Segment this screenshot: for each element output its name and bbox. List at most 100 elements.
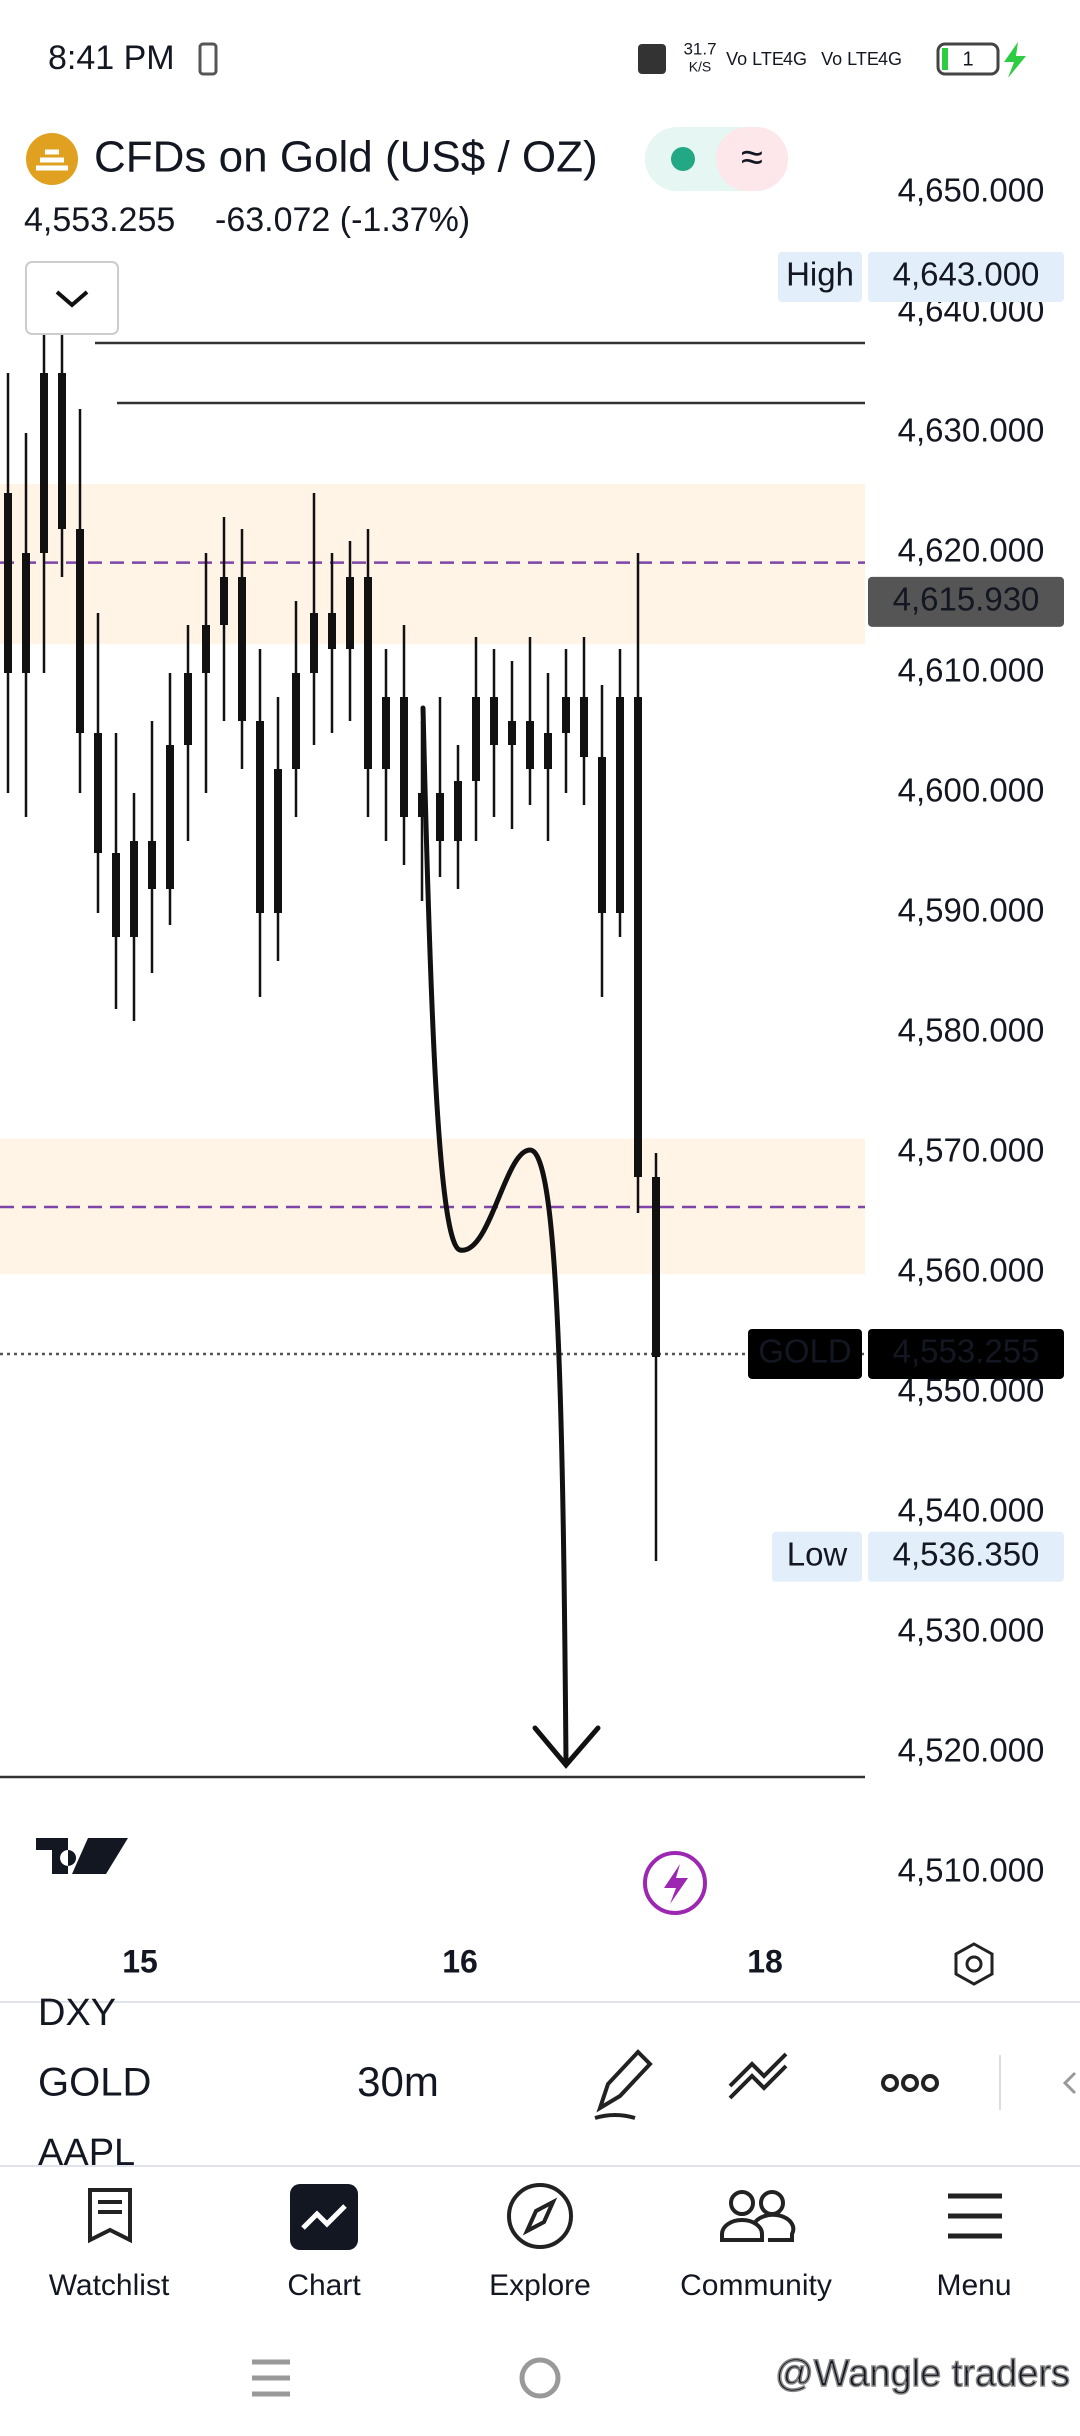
candle-body: [364, 577, 372, 769]
candle-body: [544, 733, 552, 769]
nav-icon[interactable]: [507, 2183, 573, 2249]
price-tag: [868, 1531, 1064, 1582]
charging-icon: [1004, 42, 1026, 78]
more-button[interactable]: [881, 2074, 939, 2092]
candle-body: [418, 793, 426, 817]
candle-body: [634, 697, 642, 1177]
nav-icon[interactable]: [720, 2190, 796, 2242]
tag-name-bg: [772, 1531, 862, 1582]
chevron: [55, 290, 89, 308]
market-open-dot: [671, 147, 695, 171]
gold-icon-bars: [36, 149, 68, 171]
candle-body: [202, 625, 210, 673]
lightning-button[interactable]: [643, 1851, 707, 1915]
candle-body: [382, 697, 390, 769]
nav-icon[interactable]: [290, 2184, 358, 2250]
candle-body: [166, 745, 174, 889]
expand-arrow[interactable]: [1062, 2071, 1077, 2095]
price-tag: [868, 576, 1064, 627]
draw-tool[interactable]: [594, 2049, 653, 2120]
settings-icon[interactable]: [954, 1942, 994, 1986]
nav-label[interactable]: Explore: [489, 2269, 591, 2302]
candle-body: [58, 373, 66, 529]
candle-body: [4, 493, 12, 673]
indicator-icon: ≈: [741, 136, 763, 180]
indicator-pill[interactable]: [716, 127, 788, 191]
candle-body: [76, 529, 84, 733]
battery-text: 1: [962, 48, 973, 70]
battery: [936, 42, 1000, 76]
candle-body: [274, 769, 282, 913]
nav-label[interactable]: Chart: [287, 2269, 361, 2302]
candle-body: [400, 697, 408, 817]
price: 4,553.255: [24, 201, 175, 239]
speed-unit: K/S: [689, 59, 712, 75]
candle-body: [40, 373, 48, 553]
candle-body: [148, 841, 156, 889]
symbol-faded[interactable]: DXY: [38, 1992, 116, 2034]
candle-body: [238, 577, 246, 721]
y-tick-label: 4,580.000: [898, 1012, 1045, 1049]
tv-logo: [36, 1838, 128, 1874]
candle-body: [310, 613, 318, 673]
symbol-title: CFDs on Gold (US$ / OZ): [94, 133, 598, 182]
candle-body: [580, 697, 588, 757]
interval[interactable]: 30m: [357, 2058, 439, 2105]
x-label: 16: [442, 1943, 478, 1979]
system-home[interactable]: [519, 2357, 561, 2399]
time: 8:41 PM: [48, 39, 175, 77]
status-icon: [198, 42, 218, 76]
nav-label[interactable]: Menu: [936, 2269, 1011, 2302]
candle-body: [562, 697, 570, 733]
nav-label[interactable]: Watchlist: [49, 2269, 170, 2302]
nav-icon-line: [301, 2204, 347, 2230]
tag-name: GOLD: [758, 1333, 852, 1370]
candle-body: [490, 697, 498, 745]
price-tag-label: 4,643.000: [893, 256, 1040, 293]
collapse-button[interactable]: [25, 261, 119, 335]
candle-body: [652, 1177, 660, 1357]
lightning-icon: [664, 1864, 688, 1904]
network: Vo LTE: [726, 49, 784, 69]
price-tag-label: 4,553.255: [893, 1333, 1040, 1370]
indicator-tool[interactable]: [728, 2052, 788, 2100]
network: 4G: [783, 49, 807, 69]
nfc-icon: [638, 44, 666, 74]
candle-body: [22, 553, 30, 673]
drawn-arrow: [532, 1725, 601, 1769]
battery-level: [942, 48, 948, 70]
plot: 4,510.000 4,520.000 4,530.000 4,540.000 4,55…: [0, 172, 1064, 1889]
system-recent[interactable]: [252, 2359, 290, 2397]
zone: [0, 484, 865, 645]
nav-icon[interactable]: [948, 2193, 1002, 2239]
candle-body: [436, 793, 444, 841]
speed: 31.7: [683, 39, 716, 58]
candle-body: [526, 721, 534, 769]
y-tick-label: 4,610.000: [898, 652, 1045, 689]
candle-body: [184, 673, 192, 745]
symbol-current[interactable]: GOLD: [38, 2061, 151, 2105]
x-label: 18: [747, 1943, 783, 1979]
nav-label[interactable]: Community: [680, 2269, 832, 2302]
tag-name: Low: [787, 1536, 848, 1573]
tag-name: High: [786, 256, 854, 293]
candle-body: [112, 853, 120, 937]
symbol-faded[interactable]: AAPL: [38, 2132, 135, 2174]
change: -63.072 (-1.37%): [215, 201, 470, 239]
y-tick-label: 4,620.000: [898, 532, 1045, 569]
network: 4G: [878, 49, 902, 69]
candle-body: [328, 613, 336, 649]
candle-body: [508, 721, 516, 745]
settings-icon: [965, 1955, 983, 1973]
y-tick-label: 4,510.000: [898, 1852, 1045, 1889]
y-tick-label: 4,530.000: [898, 1612, 1045, 1649]
nav-icon[interactable]: [88, 2188, 132, 2244]
candle-body: [94, 733, 102, 853]
price-tag-label: 4,615.930: [893, 581, 1040, 618]
x-label: 15: [122, 1943, 158, 1979]
y-tick-label: 4,650.000: [898, 172, 1045, 209]
nav-icon-compass: [522, 2197, 558, 2236]
y-tick-label: 4,570.000: [898, 1132, 1045, 1169]
